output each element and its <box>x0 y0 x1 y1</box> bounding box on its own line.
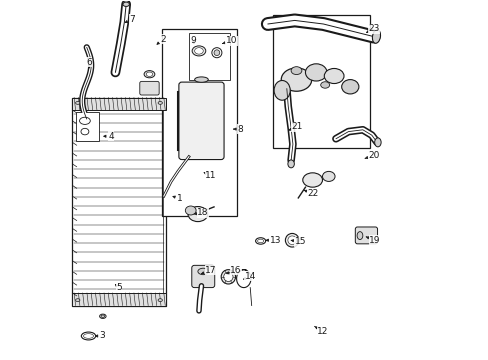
Text: 21: 21 <box>288 122 302 131</box>
Text: 17: 17 <box>201 266 216 275</box>
Ellipse shape <box>187 207 207 222</box>
Ellipse shape <box>101 315 104 318</box>
Ellipse shape <box>290 67 301 75</box>
Text: 8: 8 <box>233 125 243 134</box>
Ellipse shape <box>302 173 322 187</box>
Bar <box>72 293 165 306</box>
Text: 11: 11 <box>203 171 216 180</box>
Ellipse shape <box>158 102 162 104</box>
Ellipse shape <box>122 2 129 6</box>
Text: 6: 6 <box>86 58 92 68</box>
Text: 1: 1 <box>173 194 183 203</box>
Ellipse shape <box>374 138 380 147</box>
Text: 3: 3 <box>95 332 105 341</box>
Ellipse shape <box>356 231 362 239</box>
Ellipse shape <box>305 64 326 81</box>
Ellipse shape <box>281 68 311 91</box>
Ellipse shape <box>185 206 196 215</box>
Text: 4: 4 <box>103 132 114 141</box>
Ellipse shape <box>274 81 290 100</box>
Text: 2: 2 <box>157 35 165 44</box>
Ellipse shape <box>287 160 294 168</box>
Ellipse shape <box>372 30 380 43</box>
Text: 5: 5 <box>115 283 122 292</box>
Bar <box>76 112 99 140</box>
Bar <box>162 30 237 216</box>
Text: 14: 14 <box>243 271 255 280</box>
Bar <box>72 98 165 306</box>
Text: 20: 20 <box>365 151 379 160</box>
Ellipse shape <box>324 68 344 84</box>
Ellipse shape <box>285 233 298 247</box>
Ellipse shape <box>194 48 203 54</box>
Ellipse shape <box>192 46 205 56</box>
FancyBboxPatch shape <box>179 82 224 159</box>
Text: 12: 12 <box>314 326 328 336</box>
Ellipse shape <box>158 299 162 302</box>
Bar <box>273 15 369 148</box>
FancyBboxPatch shape <box>191 265 214 288</box>
Text: 18: 18 <box>194 208 208 217</box>
Ellipse shape <box>146 72 152 76</box>
FancyBboxPatch shape <box>140 81 159 95</box>
Text: 16: 16 <box>226 266 241 275</box>
Ellipse shape <box>76 299 80 302</box>
Ellipse shape <box>223 272 233 282</box>
Ellipse shape <box>341 80 358 94</box>
Ellipse shape <box>214 50 219 55</box>
Text: 13: 13 <box>265 236 281 245</box>
Text: 15: 15 <box>290 237 305 246</box>
Ellipse shape <box>76 102 80 104</box>
Ellipse shape <box>144 71 155 78</box>
Text: 7: 7 <box>125 15 135 24</box>
Ellipse shape <box>322 171 334 181</box>
Ellipse shape <box>194 77 208 82</box>
Ellipse shape <box>320 82 329 88</box>
Text: 19: 19 <box>366 236 380 245</box>
Ellipse shape <box>100 314 106 319</box>
Text: 9: 9 <box>190 36 195 45</box>
Bar <box>72 98 165 110</box>
Text: 23: 23 <box>366 24 379 33</box>
Text: 10: 10 <box>222 36 237 45</box>
FancyBboxPatch shape <box>355 227 377 244</box>
Bar <box>188 33 230 80</box>
Ellipse shape <box>287 236 296 244</box>
Ellipse shape <box>198 268 208 275</box>
Ellipse shape <box>221 270 235 284</box>
Text: 22: 22 <box>304 189 318 198</box>
